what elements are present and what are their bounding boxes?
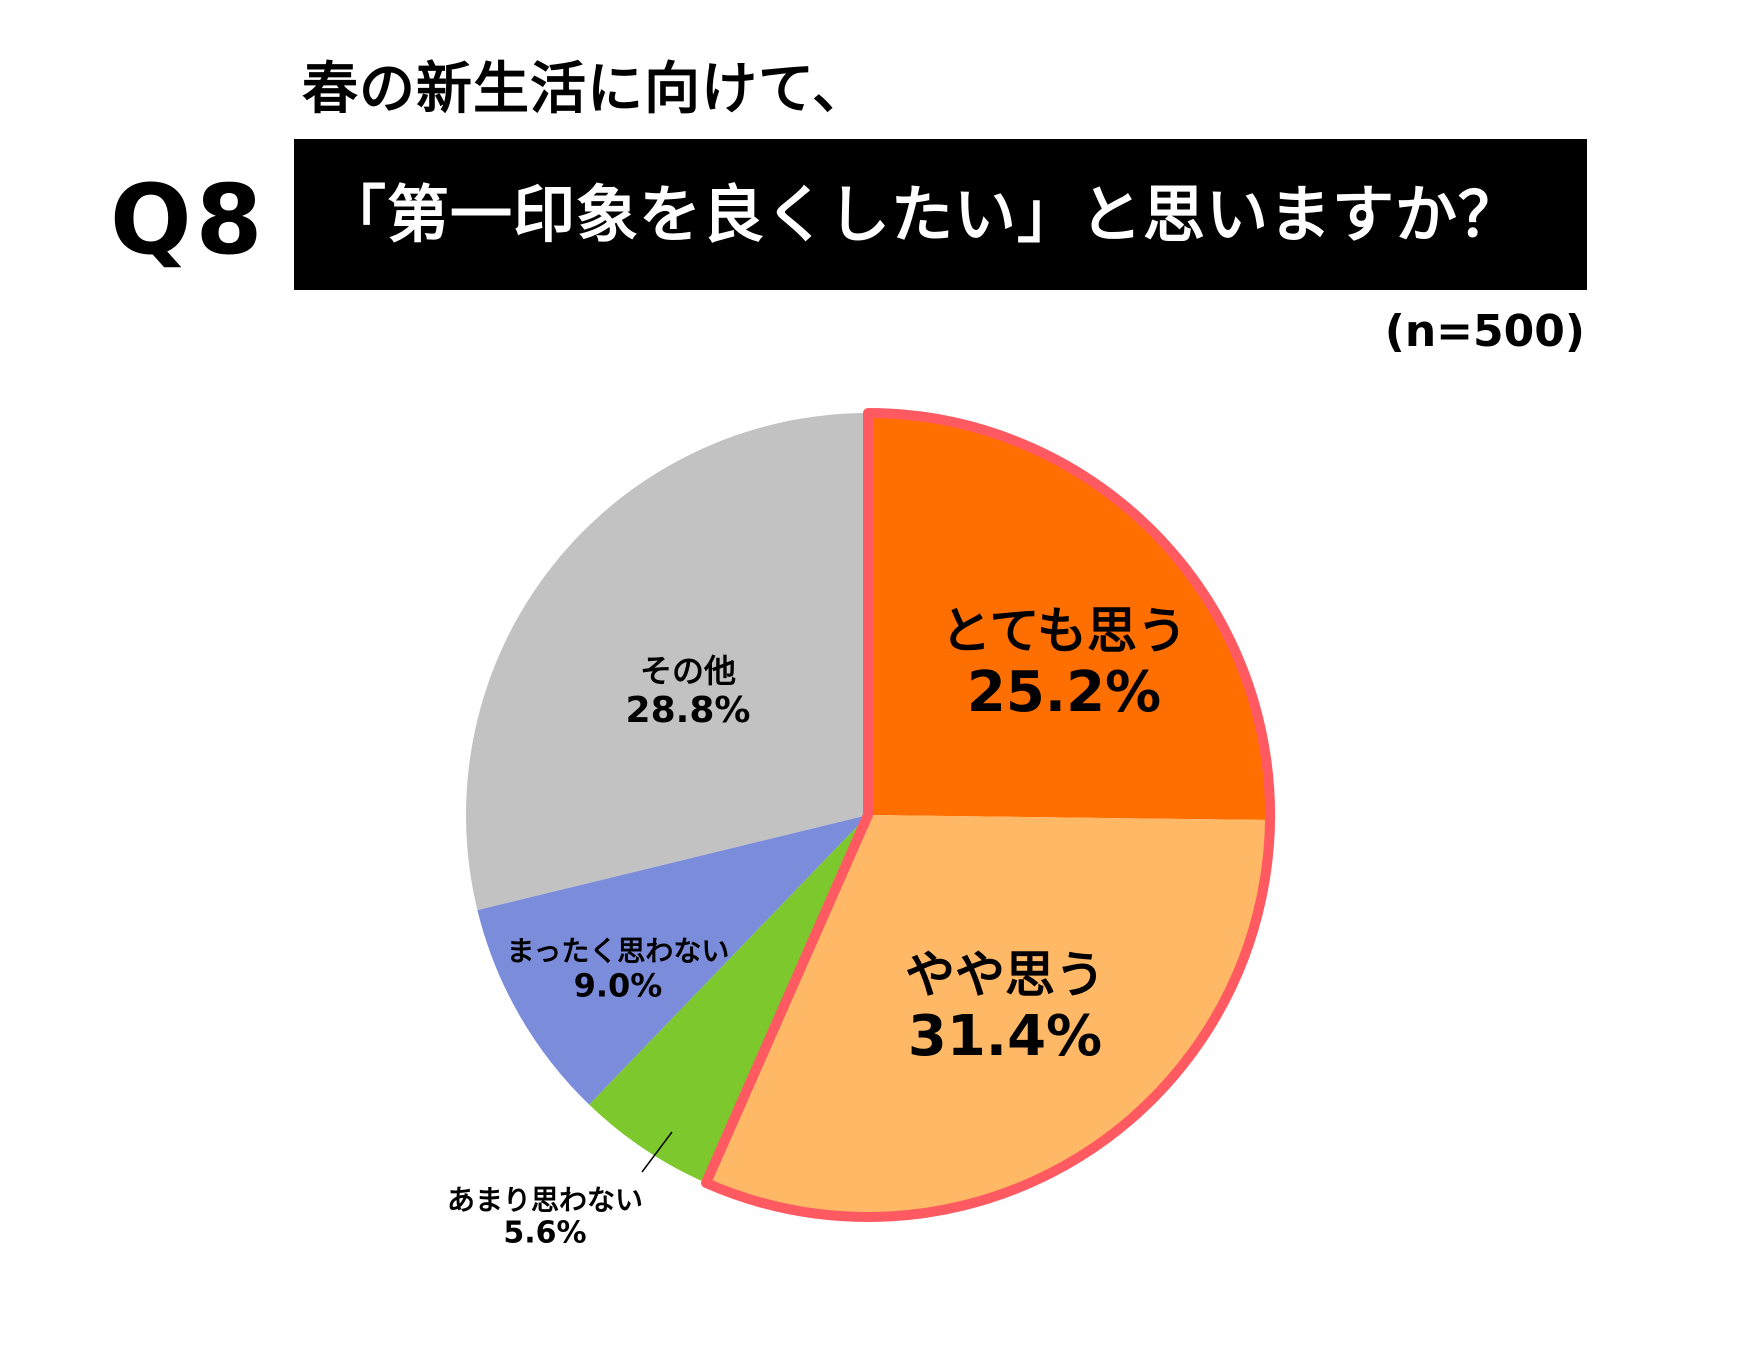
pie-slice [466, 413, 868, 911]
label-sonota: その他 28.8% [625, 651, 751, 731]
chart-subtitle: 春の新生活に向けて、 [302, 57, 870, 122]
title-banner: 「第一印象を良くしたい」と思いますか？ [294, 139, 1587, 290]
pie-slice [589, 815, 868, 1183]
leader-line [641, 1131, 673, 1173]
label-amari-omowanai: あまり思わない 5.6% [446, 1183, 644, 1251]
label-totemo-omou: とても思う 25.2% [941, 602, 1187, 725]
label-yaya-omou: やや思う 31.4% [905, 946, 1105, 1069]
pie-slice [868, 413, 1270, 821]
sample-size: (n=500) [1384, 306, 1585, 357]
highlight-outline [701, 408, 1275, 1222]
label-mattaku-omowanai: まったく思わない 9.0% [506, 934, 730, 1005]
pie-slice [477, 815, 868, 1105]
question-number: Q8 [110, 164, 267, 276]
chart-title: 「第一印象を良くしたい」と思いますか？ [324, 177, 1522, 251]
